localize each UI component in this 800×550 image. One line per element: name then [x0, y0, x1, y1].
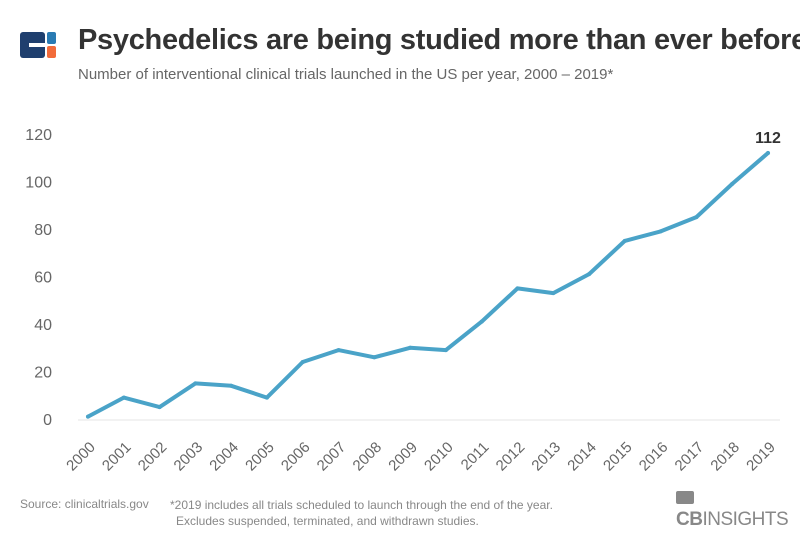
- y-tick-label: 60: [34, 270, 52, 287]
- x-tick-label: 2002: [135, 439, 171, 475]
- brand-rest: INSIGHTS: [702, 509, 789, 530]
- data-point: [372, 355, 377, 360]
- cb-insights-logo: [20, 32, 56, 58]
- x-tick-label: 2016: [636, 439, 672, 475]
- data-point: [622, 238, 627, 243]
- data-point: [229, 383, 234, 388]
- y-tick-label: 120: [25, 127, 52, 144]
- x-tick-label: 2015: [600, 439, 636, 475]
- x-tick-label: 2005: [242, 439, 278, 475]
- x-tick-label: 2018: [707, 439, 743, 475]
- chart-title: Psychedelics are being studied more than…: [78, 24, 800, 56]
- x-tick-label: 2000: [63, 439, 99, 475]
- chart-subtitle: Number of interventional clinical trials…: [78, 66, 614, 83]
- x-tick-label: 2004: [206, 439, 242, 475]
- data-point: [443, 348, 448, 353]
- x-tick-label: 2001: [99, 439, 135, 475]
- x-tick-label: 2010: [421, 439, 457, 475]
- data-point: [730, 181, 735, 186]
- x-tick-label: 2007: [314, 439, 350, 475]
- x-tick-label: 2013: [528, 439, 564, 475]
- data-point: [300, 360, 305, 364]
- x-tick-label: 2014: [564, 439, 600, 475]
- footnote-line-2: Excludes suspended, terminated, and with…: [176, 514, 479, 528]
- series-line: [86, 151, 770, 419]
- x-tick-label: 2012: [493, 439, 529, 475]
- data-point: [515, 286, 520, 291]
- x-tick-label: 2003: [171, 439, 207, 475]
- y-tick-label: 100: [25, 175, 52, 192]
- data-point: [86, 414, 90, 419]
- data-point: [264, 395, 269, 400]
- data-point: [587, 272, 592, 277]
- x-tick-label: 2017: [672, 439, 708, 475]
- data-point: [408, 345, 413, 350]
- data-point: [157, 405, 162, 410]
- data-point: [766, 151, 770, 155]
- brand-wordmark: CBINSIGHTS: [676, 487, 800, 531]
- y-tick-label: 40: [34, 317, 52, 334]
- x-tick-label: 2006: [278, 439, 314, 475]
- footnote-line-1: *2019 includes all trials scheduled to l…: [170, 498, 553, 512]
- y-tick-label: 0: [43, 412, 52, 429]
- x-tick-label: 2019: [743, 439, 779, 475]
- y-tick-label: 20: [34, 365, 52, 382]
- x-tick-label: 2011: [458, 439, 493, 474]
- data-point: [694, 215, 699, 220]
- brand-bold: CB: [676, 509, 703, 530]
- data-point: [121, 395, 126, 400]
- y-tick-label: 80: [34, 222, 52, 239]
- data-point: [193, 381, 198, 386]
- footnote: *2019 includes all trials scheduled to l…: [170, 497, 553, 529]
- x-tick-label: 2009: [385, 439, 421, 475]
- data-point: [658, 229, 663, 234]
- data-point: [479, 319, 484, 324]
- data-label: 112: [755, 130, 781, 147]
- x-tick-label: 2008: [350, 439, 386, 475]
- source-text: Source: clinicaltrials.gov: [20, 497, 149, 511]
- data-point: [551, 291, 556, 296]
- data-point: [336, 348, 341, 353]
- brand-icon: [676, 491, 694, 504]
